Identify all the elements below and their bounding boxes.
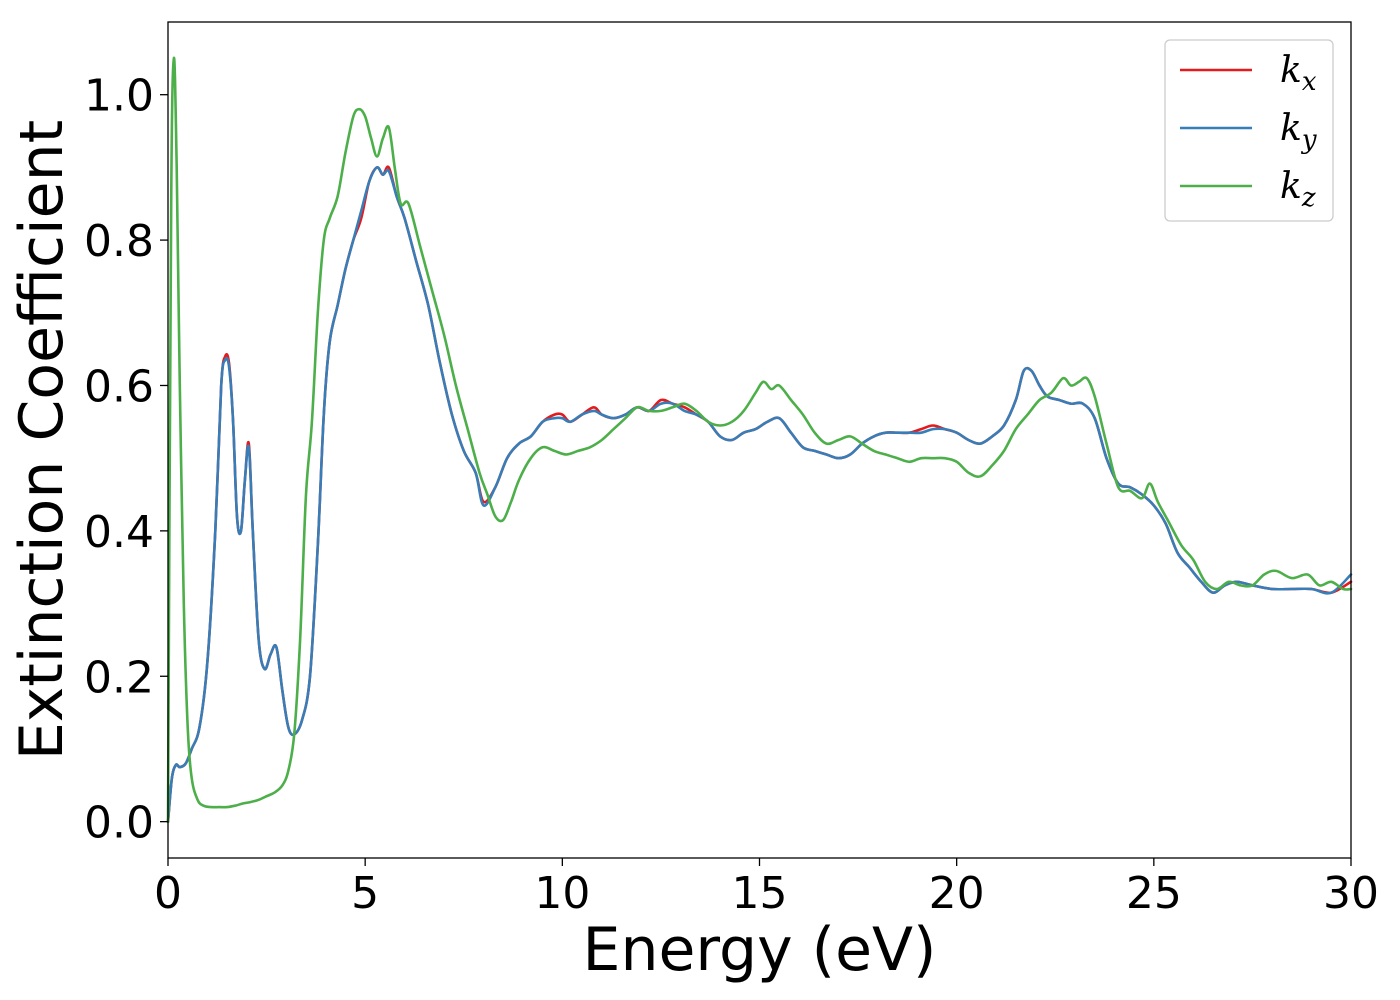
x-axis: 0 5 10 15 20 25 30	[154, 858, 1379, 919]
x-tick-label: 30	[1323, 868, 1379, 919]
y-tick-label: 1.0	[84, 71, 154, 122]
x-tick-label: 10	[534, 868, 590, 919]
x-axis-title: Energy (eV)	[583, 915, 937, 985]
y-tick-label: 0.4	[84, 507, 154, 558]
y-axis: 0.0 0.2 0.4 0.6 0.8 1.0	[84, 71, 168, 849]
x-tick-label: 25	[1126, 868, 1182, 919]
x-tick-label: 20	[929, 868, 985, 919]
x-tick-label: 15	[732, 868, 788, 919]
y-tick-label: 0.8	[84, 216, 154, 267]
x-tick-label: 5	[351, 868, 379, 919]
y-tick-label: 0.0	[84, 798, 154, 849]
series-line-ky	[166, 166, 1353, 823]
legend-box	[1164, 39, 1334, 222]
y-tick-label: 0.6	[84, 361, 154, 412]
x-tick-label: 0	[154, 868, 182, 919]
y-tick-label: 0.2	[84, 652, 154, 703]
y-axis-title: Extinction Coefficient	[7, 120, 77, 760]
series-layer	[166, 56, 1353, 823]
series-line-kz	[166, 56, 1353, 823]
